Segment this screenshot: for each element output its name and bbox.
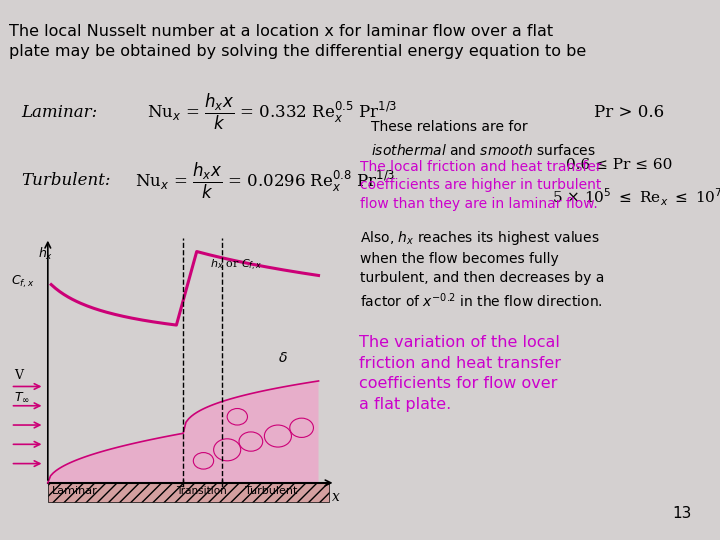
Text: Laminar:: Laminar: <box>21 104 97 120</box>
Polygon shape <box>183 381 318 483</box>
Text: Turbulent:: Turbulent: <box>21 172 111 190</box>
Polygon shape <box>48 433 183 483</box>
Text: 5 $\times$ 10$^5$ $\leq$ Re$_x$ $\leq$ 10$^7$: 5 $\times$ 10$^5$ $\leq$ Re$_x$ $\leq$ 1… <box>552 186 720 208</box>
Text: Nu$_x$ = $\dfrac{h_x x}{k}$ = 0.332 Re$_x^{0.5}$ Pr$^{1/3}$: Nu$_x$ = $\dfrac{h_x x}{k}$ = 0.332 Re$_… <box>148 92 398 132</box>
Text: $C_{f,x}$: $C_{f,x}$ <box>11 274 34 290</box>
Text: The local Nusselt number at a location x for laminar flow over a flat
plate may : The local Nusselt number at a location x… <box>9 24 587 59</box>
Text: 0.6 ≤ Pr ≤ 60: 0.6 ≤ Pr ≤ 60 <box>566 158 672 172</box>
Text: The local friction and heat transfer
coefficients are higher in turbulent
flow t: The local friction and heat transfer coe… <box>360 160 602 211</box>
Text: Transition: Transition <box>176 486 227 496</box>
Text: These relations are for: These relations are for <box>371 120 528 134</box>
Text: $h_x$: $h_x$ <box>37 246 53 262</box>
Text: The variation of the local
friction and heat transfer
coefficients for flow over: The variation of the local friction and … <box>359 335 561 411</box>
Text: 13: 13 <box>672 506 691 521</box>
Text: V: V <box>14 369 23 382</box>
Text: Pr > 0.6: Pr > 0.6 <box>594 104 664 120</box>
Text: $h_x$ or $C_{f,x}$: $h_x$ or $C_{f,x}$ <box>210 258 263 273</box>
Text: $T_\infty$: $T_\infty$ <box>14 391 30 404</box>
Text: Nu$_x$ = $\dfrac{h_x x}{k}$ = 0.0296 Re$_x^{0.8}$ Pr$^{1/3}$: Nu$_x$ = $\dfrac{h_x x}{k}$ = 0.0296 Re$… <box>135 161 396 201</box>
Text: $\mathit{isothermal}$ and $\mathit{smooth}$ surfaces: $\mathit{isothermal}$ and $\mathit{smoot… <box>371 143 595 158</box>
Text: Turbulent: Turbulent <box>245 486 297 496</box>
Text: $\delta$: $\delta$ <box>278 350 288 365</box>
Text: x: x <box>332 490 340 504</box>
Text: Also, $h_x$ reaches its highest values
when the flow becomes fully
turbulent, an: Also, $h_x$ reaches its highest values w… <box>360 229 604 310</box>
Polygon shape <box>48 483 328 502</box>
Text: Laminar: Laminar <box>52 486 98 496</box>
